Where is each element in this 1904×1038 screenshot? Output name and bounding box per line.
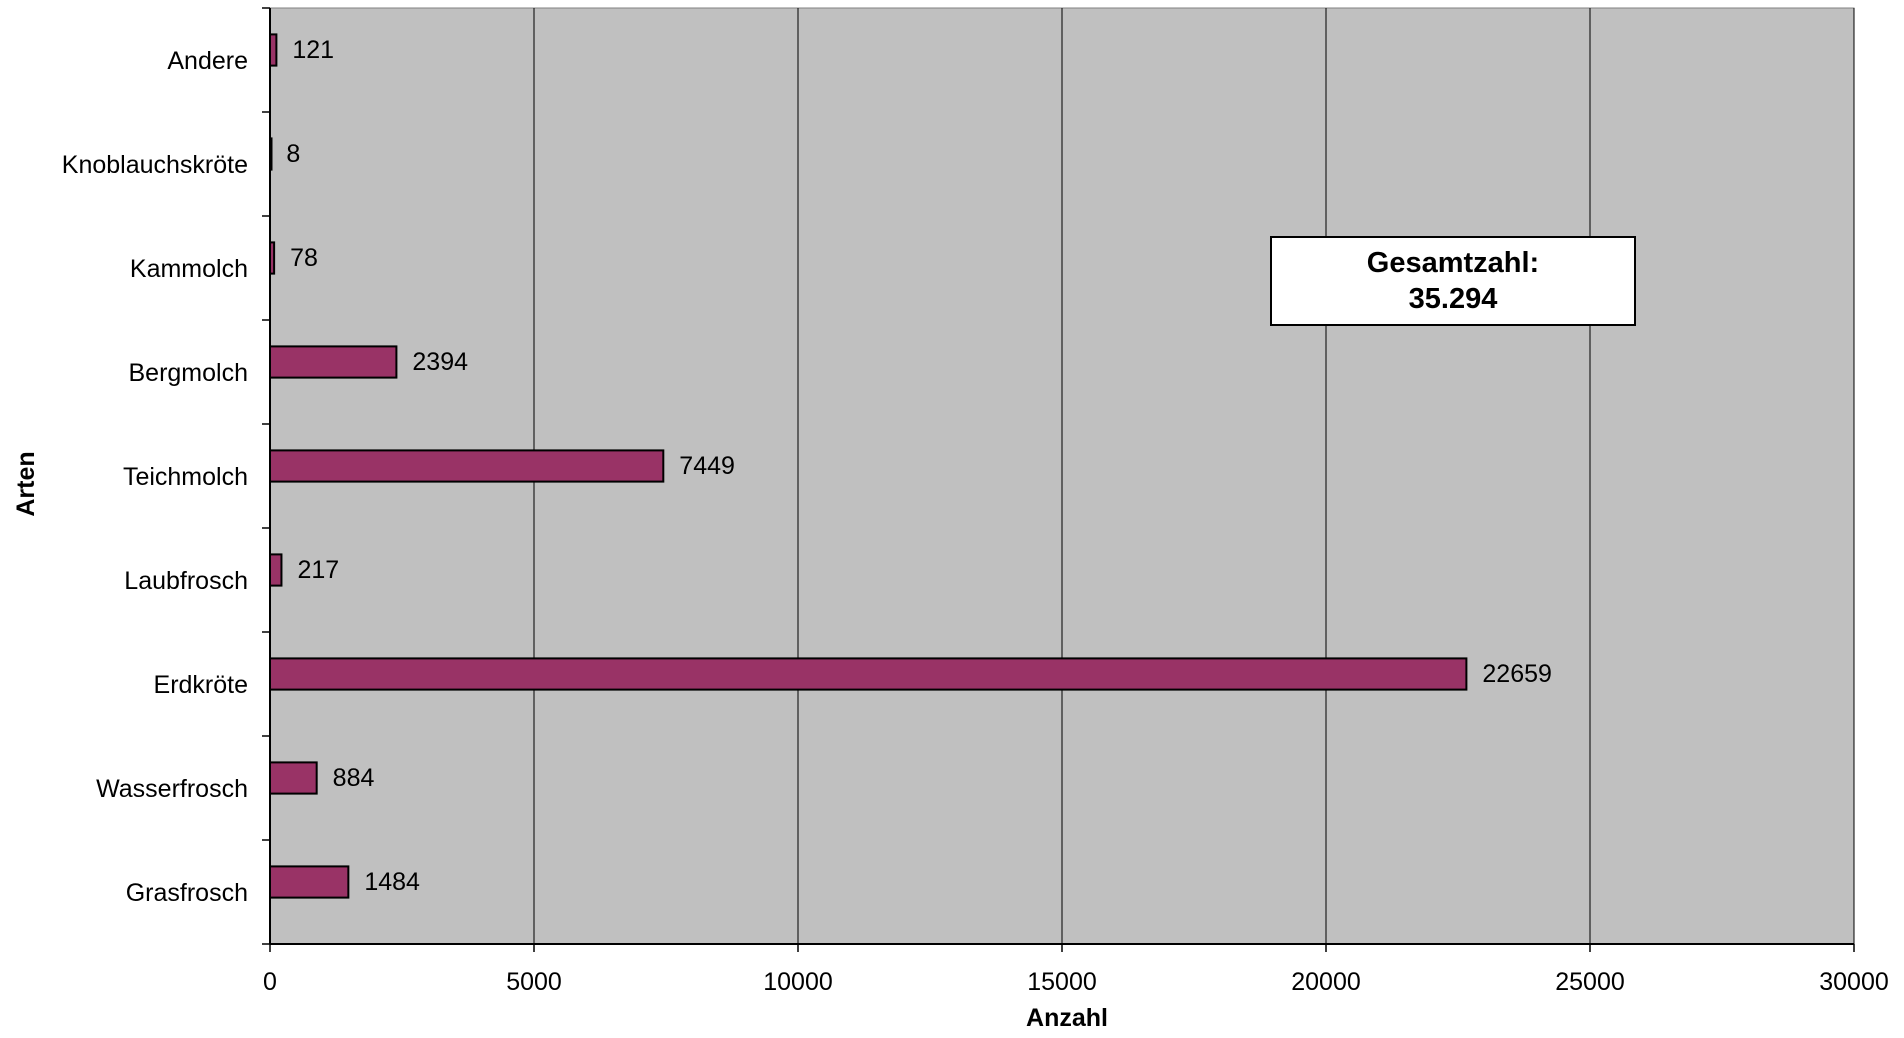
y-tick-label: Knoblauchskröte [62,151,248,179]
x-tick-label: 0 [263,968,277,996]
x-tick-label: 10000 [763,968,833,996]
y-tick-label: Laubfrosch [124,567,248,595]
y-tick-label: Kammolch [130,255,248,283]
data-label: 22659 [1482,660,1552,688]
data-label: 884 [333,764,375,792]
y-tick-label: Teichmolch [123,463,248,491]
x-axis-title: Anzahl [1026,1004,1108,1032]
bar-laubfrosch [269,553,283,587]
x-tick-label: 30000 [1819,968,1889,996]
bar-erdkröte [269,657,1468,691]
total-annotation-value: 35.294 [1408,283,1498,315]
bar-wasserfrosch [269,761,318,795]
gridlines [533,8,1855,944]
y-tick-label: Erdkröte [154,671,248,699]
y-tick-labels: Grasfrosch Wasserfrosch Erdkröte Laubfrosch… [62,47,248,907]
bar-bergmolch [269,345,398,379]
total-annotation-label: Gesamtzahl: [1366,247,1540,279]
data-label: 217 [297,556,339,584]
bar-grasfrosch [269,865,350,899]
bar-teichmolch [269,449,665,483]
data-labels: 1484 884 22659 217 7449 2394 78 8 121 [286,36,1552,896]
total-annotation-box: Gesamtzahl: 35.294 [1270,236,1636,326]
data-label: 121 [292,36,334,64]
x-tick-label: 25000 [1555,968,1625,996]
x-tick-label: 20000 [1291,968,1361,996]
y-tick-label: Wasserfrosch [96,775,248,803]
y-tick-label: Grasfrosch [126,879,248,907]
data-label: 8 [286,140,300,168]
x-tick-labels: 0 5000 10000 15000 20000 25000 30000 [263,968,1889,996]
x-tick-label: 15000 [1027,968,1097,996]
y-axis-title: Arten [12,451,40,516]
data-label: 78 [290,244,318,272]
axes [262,7,1855,952]
data-label: 1484 [364,868,420,896]
y-tick-label: Bergmolch [129,359,249,387]
y-tick-label: Andere [167,47,248,75]
data-label: 7449 [679,452,735,480]
data-label: 2394 [412,348,468,376]
bars [269,33,1468,899]
x-tick-label: 5000 [506,968,562,996]
